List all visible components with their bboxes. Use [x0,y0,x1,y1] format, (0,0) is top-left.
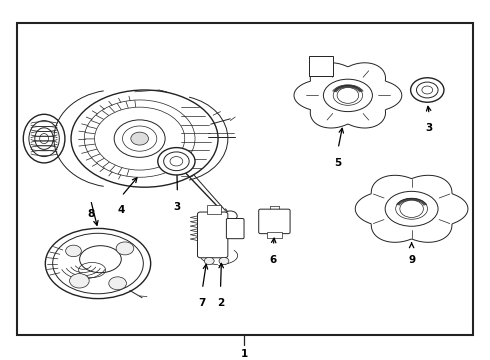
Polygon shape [355,175,468,242]
Circle shape [204,257,214,265]
Circle shape [411,78,444,102]
FancyBboxPatch shape [309,56,333,76]
Ellipse shape [71,90,218,187]
Text: 4: 4 [118,205,125,215]
Text: 5: 5 [335,158,342,168]
FancyBboxPatch shape [207,205,221,214]
Text: 8: 8 [87,209,94,219]
Text: 3: 3 [426,123,433,134]
Text: 7: 7 [198,298,206,308]
Circle shape [66,245,81,257]
Circle shape [223,211,237,221]
Text: 6: 6 [270,255,277,265]
Ellipse shape [385,192,438,226]
FancyBboxPatch shape [259,209,290,234]
Circle shape [219,257,229,265]
FancyBboxPatch shape [197,212,228,258]
Circle shape [70,274,89,288]
FancyBboxPatch shape [226,219,244,239]
Text: 3: 3 [174,202,181,212]
Ellipse shape [323,79,372,112]
Text: 9: 9 [408,255,415,265]
Circle shape [109,277,126,290]
Circle shape [114,120,165,157]
Text: 1: 1 [241,349,247,359]
Ellipse shape [46,228,151,299]
Polygon shape [294,63,402,128]
Circle shape [116,242,134,255]
Text: 2: 2 [217,298,224,308]
Circle shape [131,132,148,145]
Ellipse shape [23,114,65,163]
FancyBboxPatch shape [267,232,282,238]
Circle shape [158,148,195,175]
